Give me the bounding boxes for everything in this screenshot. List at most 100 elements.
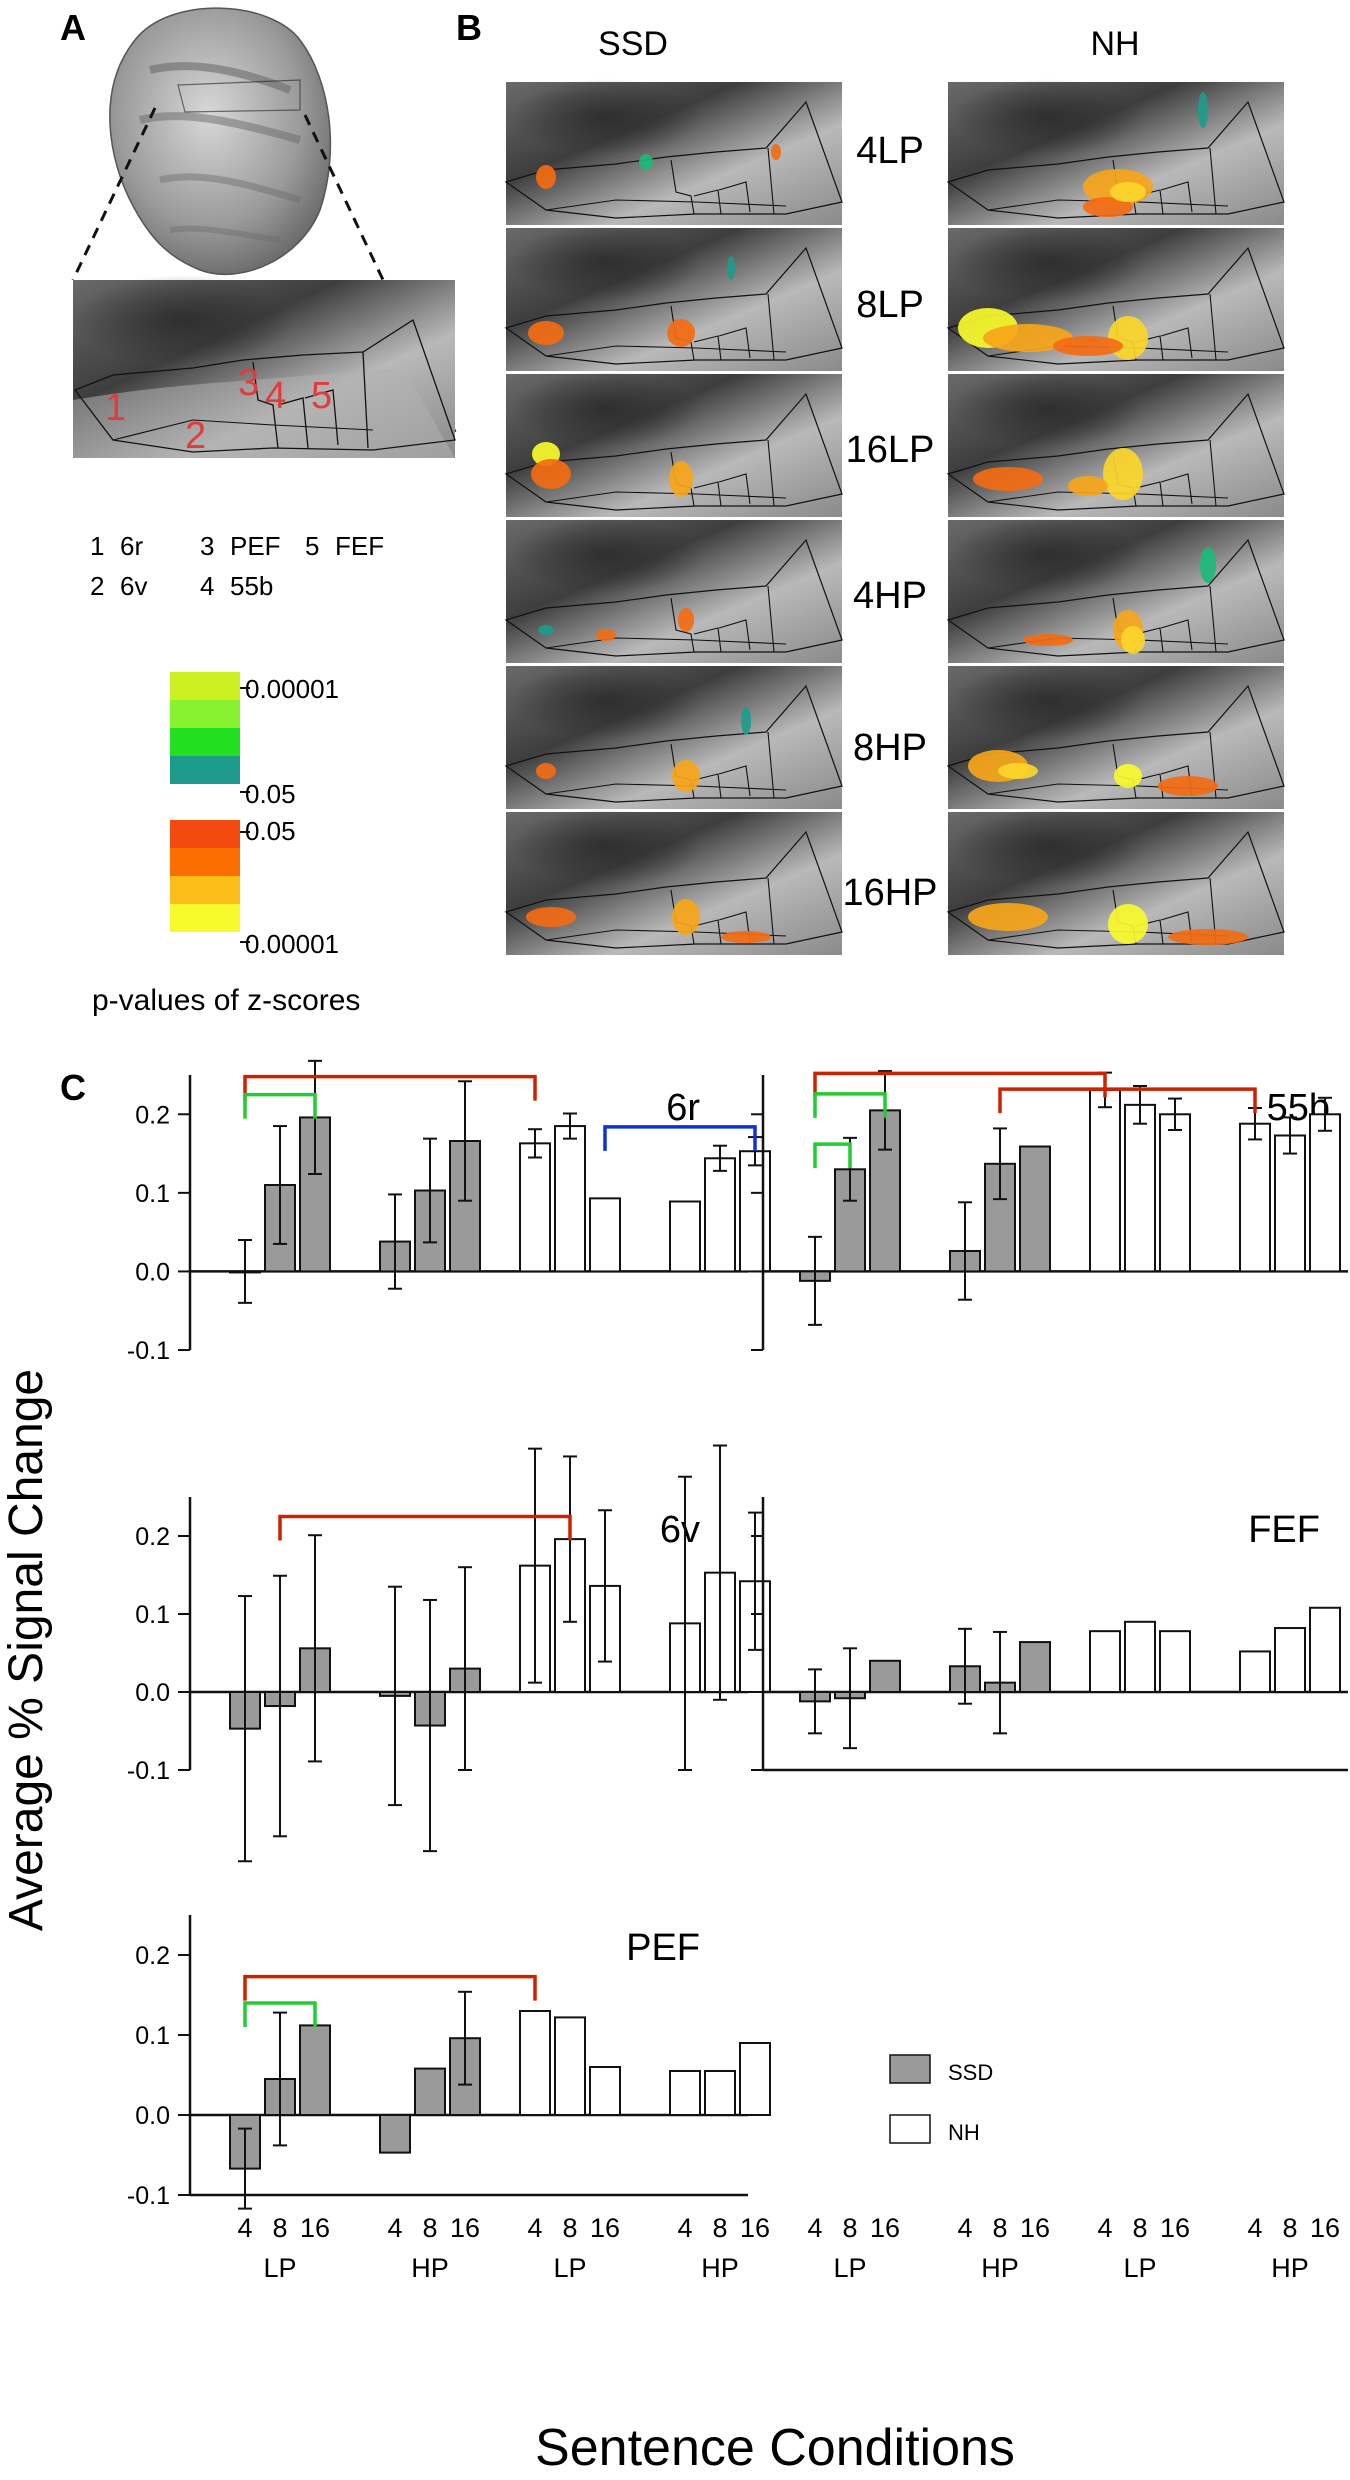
x-group-label: LP: [1123, 2253, 1156, 2283]
region-border: [946, 684, 1285, 803]
colorbar-warm-segment: [170, 848, 240, 876]
activation-blob: [1121, 626, 1145, 654]
nh-bar: [1239, 1122, 1271, 1273]
region-legend-name-55b: 55b: [230, 571, 273, 601]
activation-blob: [741, 707, 751, 735]
x-tick-number: 8: [272, 2213, 287, 2243]
activation-blob: [528, 321, 564, 345]
significance-bracket: [278, 1514, 572, 1541]
activation-map-grid: [504, 79, 1285, 955]
nh-bar: [1274, 1134, 1306, 1273]
activation-blob: [1108, 316, 1148, 360]
activation-blob: [526, 907, 576, 927]
y-tick-label: 0.0: [135, 1258, 170, 1286]
activation-blob: [1108, 904, 1148, 944]
nh-bar: [1309, 1606, 1341, 1694]
x-tick-number: 8: [1132, 2213, 1147, 2243]
inflated-brain-image: [109, 7, 332, 275]
x-group-label: HP: [701, 2253, 739, 2283]
y-tick-label: 0.1: [135, 2022, 170, 2050]
row-label-4lp: 4LP: [856, 130, 924, 172]
zoom-region-number-2: 2: [185, 415, 206, 457]
x-tick-number: 16: [300, 2213, 330, 2243]
y-tick-label: -0.1: [127, 1757, 170, 1785]
region-border: [504, 830, 843, 949]
colorbar-cool-segment: [170, 672, 240, 700]
significance-bracket: [998, 1087, 1257, 1114]
colorbar-title: p-values of z-scores: [92, 984, 360, 1017]
nh-bar: [1274, 1627, 1306, 1694]
chart-legend: SSD NH: [889, 2054, 993, 2145]
activation-map-cell: [946, 517, 1285, 663]
y-tick-label: 0.0: [135, 2102, 170, 2130]
map-shading: [511, 225, 701, 301]
map-shading: [953, 79, 1143, 155]
map-shading: [511, 371, 701, 447]
activation-blob: [1103, 448, 1143, 500]
ssd-bar: [869, 1659, 901, 1694]
activation-blob: [639, 154, 653, 170]
row-labels: 4LP 8LP 16LP 4HP 8HP 16HP: [842, 130, 937, 914]
region-border: [946, 246, 1285, 365]
activation-blob: [678, 608, 694, 632]
x-tick-number: 8: [992, 2213, 1007, 2243]
activation-blob: [1110, 182, 1146, 202]
activation-blob: [998, 763, 1038, 779]
activation-map-cell: [946, 663, 1285, 809]
region-border: [545, 147, 787, 215]
activation-blob: [538, 625, 554, 635]
activation-blob: [973, 467, 1043, 491]
x-tick-number: 4: [237, 2213, 252, 2243]
activation-blob: [536, 763, 556, 779]
region-border: [504, 246, 843, 365]
zoom-line-left: [71, 107, 157, 281]
activation-map-cell: [946, 371, 1285, 517]
colorbar-tick-label-warm-top: 0.05: [245, 816, 296, 846]
region-title-FEF: FEF: [1248, 1509, 1320, 1551]
y-tick-label: 0.2: [135, 1942, 170, 1970]
activation-blob: [721, 931, 771, 943]
nh-bar: [1309, 1113, 1341, 1273]
x-tick-number: 8: [562, 2213, 577, 2243]
x-tick-number: 16: [870, 2213, 900, 2243]
x-tick-number: 4: [387, 2213, 402, 2243]
colorbar-cool-segment: [170, 756, 240, 784]
x-tick-number: 4: [1097, 2213, 1112, 2243]
y-tick-label: -0.1: [127, 2182, 170, 2210]
region-legend-name-6r: 6r: [120, 531, 143, 561]
activation-blob: [771, 144, 781, 160]
nh-bar: [1159, 1113, 1191, 1273]
activation-map-cell: [946, 79, 1285, 225]
colorbar-warm-segment: [170, 904, 240, 932]
activation-blob: [983, 324, 1073, 352]
activation-blob: [536, 165, 556, 189]
panel-label-c: C: [60, 1067, 86, 1108]
colorbar-tick-label-cool-bottom: 0.05: [245, 779, 296, 809]
map-shading: [511, 663, 701, 739]
region-border: [545, 585, 787, 653]
y-axis-title: Average % Signal Change: [0, 1369, 53, 1931]
p-value-colorbar: [170, 672, 250, 943]
nh-bar: [554, 1125, 586, 1273]
nh-bar: [1124, 1103, 1156, 1273]
map-shading: [953, 809, 1143, 885]
activation-blob: [1068, 476, 1108, 496]
nh-bar: [554, 2016, 586, 2117]
nh-bar: [1159, 1630, 1191, 1694]
region-legend-num-3: 3: [200, 531, 214, 561]
x-axis-title: Sentence Conditions: [535, 2419, 1015, 2477]
nh-bar: [739, 1150, 771, 1273]
region-legend-num-2: 2: [90, 571, 104, 601]
region-legend-name-6v: 6v: [120, 571, 147, 601]
region-border: [946, 830, 1285, 949]
zoom-region-number-5: 5: [311, 375, 332, 417]
bar-chart-55b: 55b: [751, 1070, 1348, 1351]
ssd-bar: [1019, 1641, 1051, 1693]
nh-bar: [1089, 1088, 1121, 1273]
region-border: [504, 538, 843, 657]
significance-bracket: [243, 1092, 317, 1119]
x-group-label: HP: [1271, 2253, 1309, 2283]
